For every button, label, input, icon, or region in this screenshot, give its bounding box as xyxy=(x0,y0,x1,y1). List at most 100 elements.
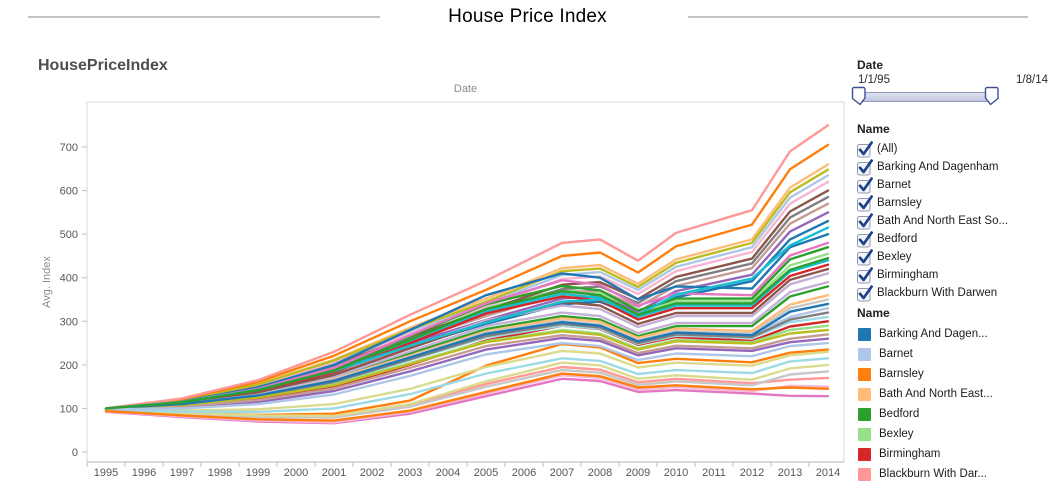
x-tick-label: 2011 xyxy=(702,467,726,479)
filter-item-label[interactable]: Bath And North East So... xyxy=(877,215,1009,227)
x-tick-label: 1997 xyxy=(170,467,194,479)
filter-item-label[interactable]: Bedford xyxy=(877,233,918,245)
series-line[interactable] xyxy=(104,349,830,412)
title-rule-right xyxy=(688,16,1028,18)
filter-item-label[interactable]: Barnet xyxy=(877,179,911,191)
name-filter-label: Name xyxy=(857,122,890,136)
series-line[interactable] xyxy=(104,143,830,410)
series-line[interactable] xyxy=(104,333,830,411)
legend-item-label[interactable]: Birmingham xyxy=(879,448,941,460)
date-slider-handle-left[interactable] xyxy=(851,86,867,107)
legend-swatch[interactable] xyxy=(858,447,871,461)
legend-item[interactable]: Barnet xyxy=(857,344,1053,364)
series-line[interactable] xyxy=(104,361,830,417)
y-tick-label: 700 xyxy=(60,142,78,154)
date-range-start: 1/1/95 xyxy=(858,74,890,86)
checkbox-checked-icon[interactable] xyxy=(857,158,874,176)
series-line[interactable] xyxy=(104,372,830,422)
legend-item[interactable]: Bexley xyxy=(857,424,1053,444)
filter-item[interactable]: Barnet xyxy=(857,176,1053,194)
x-tick-label: 2007 xyxy=(550,467,574,479)
legend-item[interactable]: Barking And Dagen... xyxy=(857,324,1053,344)
series-line[interactable] xyxy=(104,328,830,410)
y-tick-label: 600 xyxy=(60,186,78,198)
filter-item[interactable]: Bedford xyxy=(857,230,1053,248)
legend-swatch[interactable] xyxy=(858,467,871,481)
filter-item[interactable]: Blackburn With Darwen xyxy=(857,284,1053,302)
legend-swatch[interactable] xyxy=(858,407,871,421)
legend-swatch[interactable] xyxy=(858,427,871,441)
legend-item-label[interactable]: Bexley xyxy=(879,428,914,440)
legend-item[interactable]: Birmingham xyxy=(857,444,1053,464)
x-tick-label: 2013 xyxy=(778,467,802,479)
legend-swatch[interactable] xyxy=(858,367,871,381)
series-line[interactable] xyxy=(104,256,830,410)
series-line[interactable] xyxy=(104,124,830,410)
legend-item[interactable]: Blackburn With Dar... xyxy=(857,464,1053,484)
x-tick-label: 2003 xyxy=(398,467,422,479)
date-slider-track[interactable] xyxy=(858,92,994,102)
series-line[interactable] xyxy=(104,368,830,419)
filter-item-label[interactable]: Barnsley xyxy=(877,197,922,209)
x-tick-label: 2014 xyxy=(816,467,840,479)
legend-swatch[interactable] xyxy=(858,327,871,341)
title-rule-left xyxy=(28,16,380,18)
series-line[interactable] xyxy=(104,232,830,410)
x-tick-label: 2009 xyxy=(626,467,650,479)
x-tick-label: 1999 xyxy=(246,467,270,479)
x-tick-label: 1995 xyxy=(94,467,118,479)
filter-item[interactable]: Barnsley xyxy=(857,194,1053,212)
x-axis-title: Date xyxy=(454,83,477,95)
x-tick-label: 2001 xyxy=(322,467,346,479)
x-tick-label: 2008 xyxy=(588,467,612,479)
legend-item-label[interactable]: Bedford xyxy=(879,408,920,420)
filter-item-label[interactable]: Barking And Dagenham xyxy=(877,161,999,173)
x-tick-label: 2004 xyxy=(436,467,460,479)
y-tick-label: 100 xyxy=(60,403,78,415)
sheet-title: HousePriceIndex xyxy=(38,57,168,74)
filter-item-label[interactable]: (All) xyxy=(877,143,898,155)
legend-item[interactable]: Barnsley xyxy=(857,364,1053,384)
series-line[interactable] xyxy=(104,341,830,411)
x-tick-label: 1998 xyxy=(208,467,232,479)
series-line[interactable] xyxy=(104,336,830,411)
checkbox-checked-icon[interactable] xyxy=(857,266,874,284)
filter-item-label[interactable]: Bexley xyxy=(877,251,912,263)
legend-item-label[interactable]: Barnsley xyxy=(879,368,924,380)
filter-item[interactable]: Birmingham xyxy=(857,266,1053,284)
legend-item[interactable]: Bedford xyxy=(857,404,1053,424)
filter-item-label[interactable]: Blackburn With Darwen xyxy=(877,287,998,299)
filter-item[interactable]: Barking And Dagenham xyxy=(857,158,1053,176)
date-slider-handle-right[interactable] xyxy=(984,86,1000,107)
y-tick-label: 300 xyxy=(60,316,78,328)
legend-item-label[interactable]: Barking And Dagen... xyxy=(879,328,988,340)
checkbox-checked-icon[interactable] xyxy=(857,140,874,158)
series-line[interactable] xyxy=(104,180,830,410)
legend-swatch[interactable] xyxy=(858,347,871,361)
legend-item[interactable]: Bath And North East... xyxy=(857,384,1053,404)
legend-swatch[interactable] xyxy=(858,387,871,401)
y-axis-title: Avg. Index xyxy=(41,256,53,308)
checkbox-checked-icon[interactable] xyxy=(857,212,874,230)
filter-item-label[interactable]: Birmingham xyxy=(877,269,939,281)
legend-item-label[interactable]: Barnet xyxy=(879,348,913,360)
checkbox-checked-icon[interactable] xyxy=(857,248,874,266)
legend-item-label[interactable]: Bath And North East... xyxy=(879,388,993,400)
color-legend-list: Barking And Dagen... Barnet Barnsley Bath A… xyxy=(857,324,1053,484)
checkbox-checked-icon[interactable] xyxy=(857,230,874,248)
filter-item[interactable]: (All) xyxy=(857,140,1053,158)
checkbox-checked-icon[interactable] xyxy=(857,284,874,302)
checkbox-checked-icon[interactable] xyxy=(857,194,874,212)
y-tick-label: 0 xyxy=(72,447,78,459)
page-title: House Price Index xyxy=(448,6,607,27)
filter-item[interactable]: Bath And North East So... xyxy=(857,212,1053,230)
series-line[interactable] xyxy=(104,302,830,410)
filter-item[interactable]: Bexley xyxy=(857,248,1053,266)
checkbox-checked-icon[interactable] xyxy=(857,176,874,194)
series-line[interactable] xyxy=(104,357,830,414)
x-tick-label: 2006 xyxy=(512,467,536,479)
series-line[interactable] xyxy=(104,168,830,410)
series-line[interactable] xyxy=(104,374,830,424)
legend-item-label[interactable]: Blackburn With Dar... xyxy=(879,468,988,480)
